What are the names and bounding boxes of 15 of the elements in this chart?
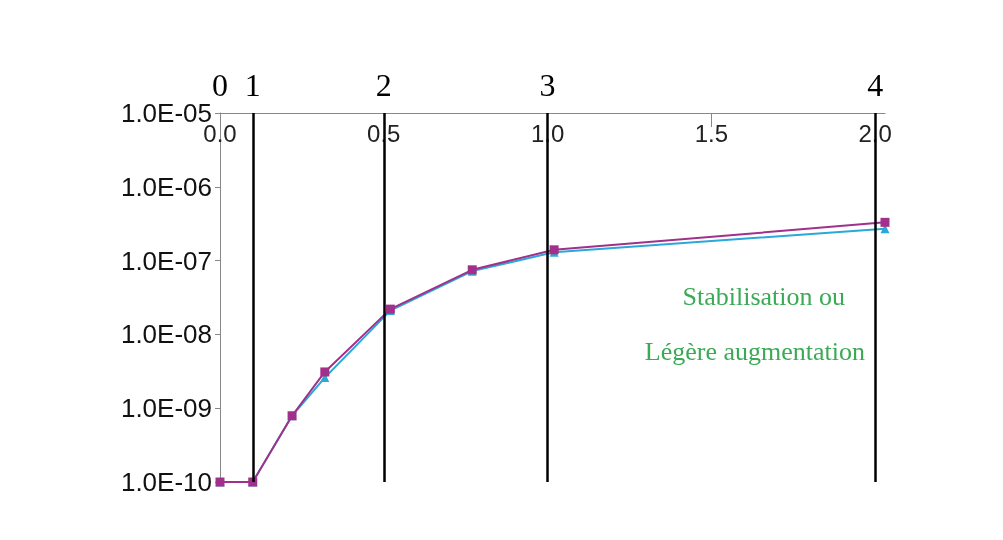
point bbox=[880, 217, 890, 227]
y-tick-label: 1.0E-08 bbox=[120, 319, 212, 350]
y-tick-label: 1.0E-06 bbox=[120, 171, 212, 202]
x-tick-label: 1.5 bbox=[694, 119, 729, 147]
annotation: 4 bbox=[867, 67, 884, 103]
annotation: 2 bbox=[375, 67, 392, 103]
annotation: 1 bbox=[244, 67, 261, 103]
y-tick-label: 1.0E-10 bbox=[120, 467, 212, 497]
y-tick-label: 1.0E-07 bbox=[120, 245, 212, 276]
annotation: Légère augmentation bbox=[644, 336, 866, 366]
y-tick-label: 1.0E-09 bbox=[120, 393, 212, 424]
text: 0 bbox=[212, 67, 228, 103]
annotation: 3 bbox=[539, 67, 556, 103]
annotation: Stabilisation ou bbox=[682, 281, 845, 311]
point bbox=[320, 367, 330, 377]
